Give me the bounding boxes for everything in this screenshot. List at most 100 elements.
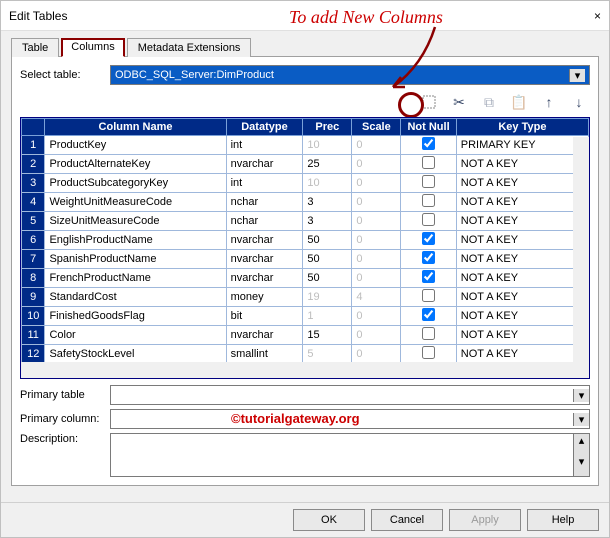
column-header[interactable]	[22, 119, 45, 136]
not-null-checkbox[interactable]	[422, 137, 435, 150]
tab-table[interactable]: Table	[11, 38, 59, 57]
cell-column-name[interactable]: SizeUnitMeasureCode	[45, 212, 226, 231]
cell-column-name[interactable]: FrenchProductName	[45, 269, 226, 288]
vertical-scrollbar[interactable]	[573, 137, 589, 378]
cell-notnull[interactable]	[401, 174, 456, 193]
cell-prec[interactable]: 3	[303, 212, 352, 231]
table-row[interactable]: 3ProductSubcategoryKeyint100NOT A KEY	[22, 174, 589, 193]
select-table-dropdown[interactable]: ODBC_SQL_Server:DimProduct ▾	[110, 65, 590, 85]
not-null-checkbox[interactable]	[422, 175, 435, 188]
cell-datatype[interactable]: nvarchar	[226, 326, 303, 345]
cell-scale[interactable]: 0	[352, 193, 401, 212]
cell-scale[interactable]: 0	[352, 155, 401, 174]
cell-prec[interactable]: 50	[303, 250, 352, 269]
not-null-checkbox[interactable]	[422, 194, 435, 207]
paste-icon[interactable]: 📋	[510, 93, 528, 111]
cell-column-name[interactable]: Color	[45, 326, 226, 345]
cell-keytype[interactable]: NOT A KEY	[456, 307, 588, 326]
column-header[interactable]: Key Type	[456, 119, 588, 136]
cell-notnull[interactable]	[401, 307, 456, 326]
cell-datatype[interactable]: bit	[226, 307, 303, 326]
cell-prec[interactable]: 19	[303, 288, 352, 307]
cell-datatype[interactable]: int	[226, 174, 303, 193]
table-row[interactable]: 4WeightUnitMeasureCodenchar30NOT A KEY	[22, 193, 589, 212]
cell-scale[interactable]: 0	[352, 174, 401, 193]
cell-prec[interactable]: 10	[303, 174, 352, 193]
cell-prec[interactable]: 15	[303, 326, 352, 345]
column-header[interactable]: Datatype	[226, 119, 303, 136]
not-null-checkbox[interactable]	[422, 346, 435, 359]
cell-prec[interactable]: 1	[303, 307, 352, 326]
cell-column-name[interactable]: SafetyStockLevel	[45, 345, 226, 364]
not-null-checkbox[interactable]	[422, 308, 435, 321]
new-column-icon[interactable]	[420, 93, 438, 111]
cell-notnull[interactable]	[401, 288, 456, 307]
cell-keytype[interactable]: NOT A KEY	[456, 155, 588, 174]
table-row[interactable]: 8FrenchProductNamenvarchar500NOT A KEY	[22, 269, 589, 288]
not-null-checkbox[interactable]	[422, 156, 435, 169]
not-null-checkbox[interactable]	[422, 213, 435, 226]
column-header[interactable]: Not Null	[401, 119, 456, 136]
not-null-checkbox[interactable]	[422, 327, 435, 340]
cell-datatype[interactable]: nchar	[226, 212, 303, 231]
primary-table-dropdown[interactable]: ▾	[110, 385, 590, 405]
cell-column-name[interactable]: ProductKey	[45, 136, 226, 155]
table-row[interactable]: 1ProductKeyint100PRIMARY KEY	[22, 136, 589, 155]
cell-prec[interactable]: 25	[303, 155, 352, 174]
not-null-checkbox[interactable]	[422, 232, 435, 245]
cell-datatype[interactable]: smallint	[226, 345, 303, 364]
cell-scale[interactable]: 0	[352, 250, 401, 269]
cell-notnull[interactable]	[401, 326, 456, 345]
cell-scale[interactable]: 0	[352, 136, 401, 155]
cell-prec[interactable]: 50	[303, 231, 352, 250]
cell-keytype[interactable]: NOT A KEY	[456, 231, 588, 250]
cell-datatype[interactable]: nvarchar	[226, 231, 303, 250]
cell-notnull[interactable]	[401, 250, 456, 269]
ok-button[interactable]: OK	[293, 509, 365, 531]
cell-scale[interactable]: 4	[352, 288, 401, 307]
not-null-checkbox[interactable]	[422, 289, 435, 302]
cell-column-name[interactable]: WeightUnitMeasureCode	[45, 193, 226, 212]
tab-metadata-extensions[interactable]: Metadata Extensions	[127, 38, 252, 57]
move-down-icon[interactable]: ↓	[570, 93, 588, 111]
cell-notnull[interactable]	[401, 155, 456, 174]
close-icon[interactable]: ×	[594, 9, 601, 23]
cell-keytype[interactable]: NOT A KEY	[456, 193, 588, 212]
cell-scale[interactable]: 0	[352, 212, 401, 231]
cell-datatype[interactable]: nchar	[226, 193, 303, 212]
cell-keytype[interactable]: NOT A KEY	[456, 288, 588, 307]
table-row[interactable]: 12SafetyStockLevelsmallint50NOT A KEY	[22, 345, 589, 364]
cell-datatype[interactable]: nvarchar	[226, 250, 303, 269]
cell-keytype[interactable]: NOT A KEY	[456, 326, 588, 345]
table-row[interactable]: 6EnglishProductNamenvarchar500NOT A KEY	[22, 231, 589, 250]
table-row[interactable]: 2ProductAlternateKeynvarchar250NOT A KEY	[22, 155, 589, 174]
not-null-checkbox[interactable]	[422, 270, 435, 283]
cell-notnull[interactable]	[401, 193, 456, 212]
column-header[interactable]: Prec	[303, 119, 352, 136]
cell-prec[interactable]: 3	[303, 193, 352, 212]
cell-datatype[interactable]: int	[226, 136, 303, 155]
tab-columns[interactable]: Columns	[61, 38, 124, 57]
cell-notnull[interactable]	[401, 269, 456, 288]
cell-datatype[interactable]: money	[226, 288, 303, 307]
cell-datatype[interactable]: nvarchar	[226, 155, 303, 174]
cell-scale[interactable]: 0	[352, 269, 401, 288]
copy-icon[interactable]: ⧉	[480, 93, 498, 111]
cell-keytype[interactable]: NOT A KEY	[456, 212, 588, 231]
cell-scale[interactable]: 0	[352, 326, 401, 345]
cell-prec[interactable]: 10	[303, 136, 352, 155]
not-null-checkbox[interactable]	[422, 251, 435, 264]
cell-keytype[interactable]: NOT A KEY	[456, 269, 588, 288]
cell-column-name[interactable]: ProductAlternateKey	[45, 155, 226, 174]
cancel-button[interactable]: Cancel	[371, 509, 443, 531]
column-header[interactable]: Scale	[352, 119, 401, 136]
cell-keytype[interactable]: PRIMARY KEY	[456, 136, 588, 155]
cut-icon[interactable]: ✂	[450, 93, 468, 111]
move-up-icon[interactable]: ↑	[540, 93, 558, 111]
horizontal-scrollbar[interactable]	[21, 362, 573, 378]
cell-column-name[interactable]: SpanishProductName	[45, 250, 226, 269]
cell-datatype[interactable]: nvarchar	[226, 269, 303, 288]
cell-keytype[interactable]: NOT A KEY	[456, 250, 588, 269]
scroll-up-icon[interactable]: ▴	[573, 434, 589, 455]
table-row[interactable]: 7SpanishProductNamenvarchar500NOT A KEY	[22, 250, 589, 269]
